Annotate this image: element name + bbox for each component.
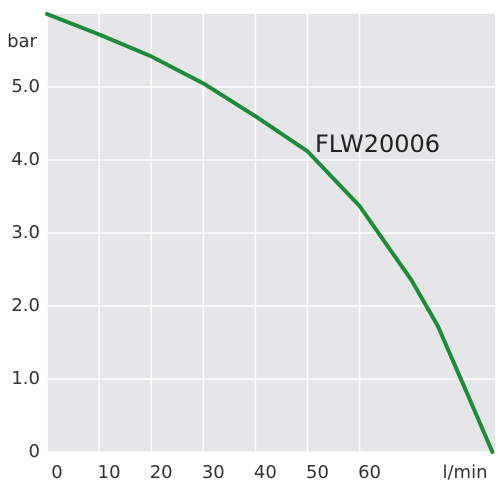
x-tick-label: 50 [306, 462, 329, 483]
y-tick-label: 0 [29, 441, 40, 462]
x-tick-label: 0 [51, 462, 62, 483]
x-tick-label: 60 [358, 462, 381, 483]
y-tick-label: 1.0 [11, 368, 40, 389]
x-tick-label: 20 [150, 462, 173, 483]
y-tick-label: 2.0 [11, 295, 40, 316]
y-tick-label: 5.0 [11, 76, 40, 97]
x-axis-label: l/min [442, 462, 487, 483]
y-axis-label: bar [7, 31, 37, 52]
line-series [45, 12, 495, 454]
series-label: FLW20006 [315, 130, 440, 158]
x-tick-label: 40 [254, 462, 277, 483]
x-tick-label: 30 [202, 462, 225, 483]
x-tick-label: 10 [98, 462, 121, 483]
y-tick-label: 4.0 [11, 149, 40, 170]
y-tick-label: 3.0 [11, 222, 40, 243]
